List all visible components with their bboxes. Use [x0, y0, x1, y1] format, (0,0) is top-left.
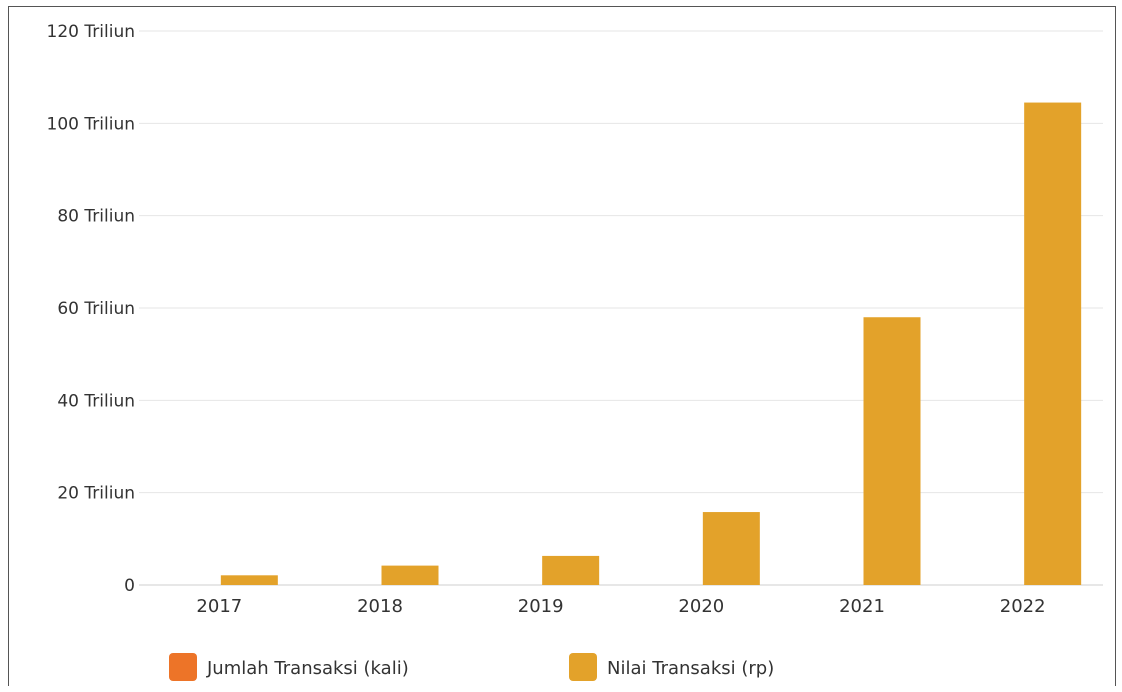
bar-2021[interactable] — [863, 317, 921, 585]
y-tick-label: 60 Triliun — [57, 299, 135, 319]
bar-2022[interactable] — [1024, 102, 1082, 585]
legend-label: Nilai Transaksi (rp) — [607, 658, 774, 679]
legend-swatch — [569, 653, 597, 681]
grid-lines — [139, 30, 1103, 586]
x-tick-label: 2018 — [357, 596, 403, 617]
bar-2018[interactable] — [381, 565, 439, 585]
x-tick-label: 2019 — [518, 596, 564, 617]
bar-2019[interactable] — [542, 555, 600, 585]
bar-chart: 0 20 Triliun 40 Triliun 60 Triliun 80 Triliu… — [47, 22, 1103, 681]
y-axis-ticks: 0 20 Triliun 40 Triliun 60 Triliun 80 Triliu… — [47, 22, 135, 596]
legend-swatch — [169, 653, 197, 681]
x-tick-label: 2017 — [196, 596, 242, 617]
y-tick-label: 20 Triliun — [57, 484, 135, 504]
y-tick-label: 120 Triliun — [47, 22, 135, 42]
y-tick-label: 0 — [124, 576, 135, 596]
x-axis-ticks: 2017 2018 2019 2020 2021 2022 — [196, 596, 1045, 617]
y-tick-label: 80 Triliun — [57, 207, 135, 227]
x-tick-label: 2022 — [1000, 596, 1046, 617]
bar-2017[interactable] — [220, 575, 278, 585]
bars — [220, 102, 1082, 585]
y-tick-label: 40 Triliun — [57, 391, 135, 411]
chart-frame: 0 20 Triliun 40 Triliun 60 Triliun 80 Triliu… — [8, 6, 1116, 686]
y-tick-label: 100 Triliun — [47, 114, 135, 134]
x-tick-label: 2021 — [839, 596, 885, 617]
bar-2020[interactable] — [702, 512, 760, 585]
legend: Jumlah Transaksi (kali) Nilai Transaksi (… — [169, 653, 774, 681]
legend-label: Jumlah Transaksi (kali) — [206, 658, 409, 679]
x-tick-label: 2020 — [678, 596, 724, 617]
